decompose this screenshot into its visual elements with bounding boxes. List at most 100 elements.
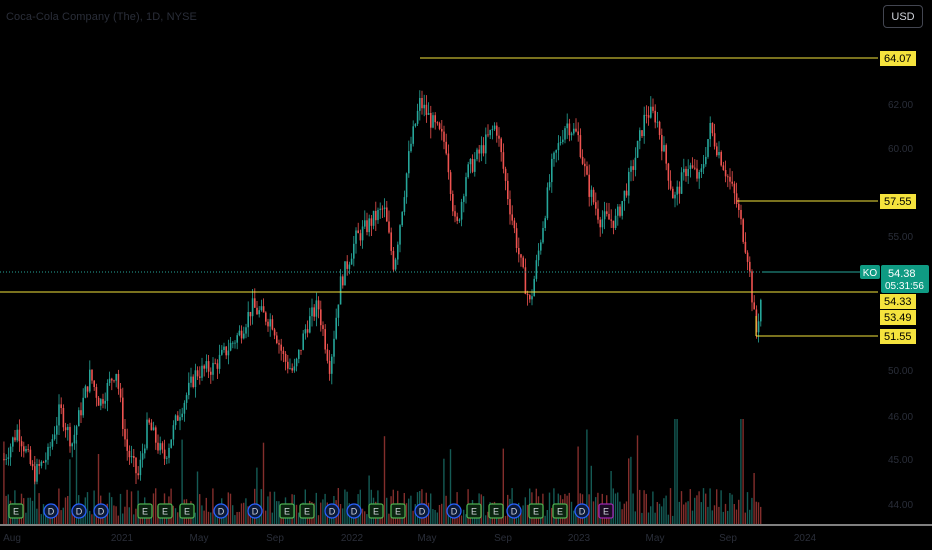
volume-bar bbox=[232, 505, 234, 524]
candle-body bbox=[152, 427, 155, 431]
volume-bar bbox=[40, 514, 42, 524]
candle-body bbox=[5, 459, 7, 460]
volume-bar bbox=[696, 495, 698, 524]
candle-body bbox=[366, 220, 368, 233]
candle-body bbox=[504, 168, 507, 181]
earnings-marker bbox=[179, 503, 195, 519]
candle-body bbox=[414, 123, 417, 127]
candle-body bbox=[639, 130, 641, 141]
volume-bar bbox=[337, 488, 339, 524]
candle-body bbox=[408, 151, 410, 174]
event-marker-letter: E bbox=[493, 507, 499, 517]
volume-bar bbox=[744, 512, 746, 524]
candle-body bbox=[353, 243, 355, 259]
candle-body bbox=[515, 228, 518, 248]
candle-body bbox=[601, 219, 604, 228]
candle-body bbox=[544, 218, 546, 228]
candle-body bbox=[38, 464, 40, 466]
event-marker-letter: D bbox=[451, 507, 458, 517]
volume-bar bbox=[496, 515, 498, 524]
candle-body bbox=[174, 415, 177, 426]
candle-body bbox=[520, 254, 522, 258]
candle-body bbox=[302, 333, 304, 350]
time-tick: May bbox=[646, 533, 665, 544]
volume-bar bbox=[245, 498, 247, 524]
volume-bar bbox=[251, 513, 254, 524]
candle-body bbox=[432, 115, 434, 128]
time-axis[interactable]: Aug 2021 May Sep 2022 May Sep 2023 May Sep 2024 bbox=[3, 533, 816, 544]
volume-bar bbox=[691, 510, 694, 524]
candle-body bbox=[212, 362, 214, 375]
volume-bar bbox=[707, 506, 709, 524]
candle-body bbox=[137, 473, 139, 476]
volume-bar bbox=[388, 513, 390, 524]
volume-bar bbox=[381, 514, 383, 524]
volume-bar bbox=[568, 492, 570, 524]
volume-bar bbox=[155, 488, 157, 524]
candle-body bbox=[650, 106, 652, 118]
ticker-badge[interactable]: KO bbox=[860, 265, 880, 279]
volume-bar bbox=[344, 489, 346, 524]
volume-bar bbox=[67, 496, 69, 524]
volume-bar bbox=[709, 488, 711, 524]
price-axis[interactable]: 62.00 60.00 55.00 50.00 46.00 45.00 44.00 bbox=[888, 100, 913, 511]
candle-body bbox=[581, 156, 584, 164]
candle-body bbox=[339, 276, 342, 305]
horizontal-levels[interactable]: 64.07 57.55 54.33 53.49 51.55 bbox=[0, 51, 916, 344]
volume-bar bbox=[240, 503, 243, 524]
candle-body bbox=[705, 156, 707, 165]
candle-body bbox=[106, 383, 109, 401]
event-marker-letter: D bbox=[419, 507, 426, 517]
earnings-marker bbox=[466, 503, 482, 519]
candle-body bbox=[80, 410, 82, 416]
volume-bar bbox=[760, 506, 762, 524]
volume-bar bbox=[410, 495, 412, 524]
candle-body bbox=[115, 374, 117, 381]
candle-body bbox=[282, 350, 285, 354]
candle-body bbox=[25, 449, 27, 452]
candle-body bbox=[47, 446, 49, 460]
volume-bar bbox=[64, 497, 67, 524]
candle-body bbox=[663, 145, 665, 152]
volume-bar bbox=[652, 491, 654, 524]
candle-body bbox=[306, 329, 309, 333]
candle-body bbox=[727, 176, 729, 178]
earnings-marker bbox=[299, 503, 315, 519]
volume-bar bbox=[227, 492, 229, 524]
volume-bar bbox=[172, 505, 174, 524]
volume-bar bbox=[320, 502, 322, 524]
candle-body bbox=[62, 408, 65, 428]
volume-bar bbox=[225, 513, 227, 524]
volume-bar bbox=[460, 515, 463, 524]
level-label-box bbox=[880, 194, 916, 209]
candle-body bbox=[474, 159, 476, 172]
candle-body bbox=[170, 439, 172, 448]
volume-bar bbox=[124, 506, 126, 524]
candle-body bbox=[203, 365, 205, 369]
dividend-marker bbox=[446, 503, 462, 519]
candle-body bbox=[199, 376, 201, 378]
candle-body bbox=[493, 125, 496, 130]
volume-bar bbox=[632, 493, 634, 524]
volume-bar bbox=[386, 497, 388, 524]
volume-bar bbox=[656, 502, 658, 524]
level-label: 51.55 bbox=[884, 331, 912, 343]
volume-bar bbox=[117, 515, 119, 524]
candle-body bbox=[546, 187, 549, 219]
last-price-badge[interactable]: 54.38 05:31:56 bbox=[881, 265, 929, 293]
volume-bar bbox=[364, 511, 366, 524]
volume-bar bbox=[705, 493, 707, 524]
candle-body bbox=[711, 123, 714, 134]
currency-button[interactable]: USD bbox=[883, 5, 923, 28]
candle-body bbox=[665, 145, 667, 164]
candle-body bbox=[298, 349, 300, 359]
earnings-marker bbox=[552, 503, 568, 519]
volume-bar bbox=[636, 435, 639, 524]
volume-bar bbox=[698, 491, 700, 524]
candle-body bbox=[243, 333, 245, 339]
volume-bar bbox=[212, 488, 214, 524]
volume-bar bbox=[700, 502, 702, 524]
volume-bar bbox=[665, 495, 667, 524]
volume-bar bbox=[89, 510, 91, 524]
